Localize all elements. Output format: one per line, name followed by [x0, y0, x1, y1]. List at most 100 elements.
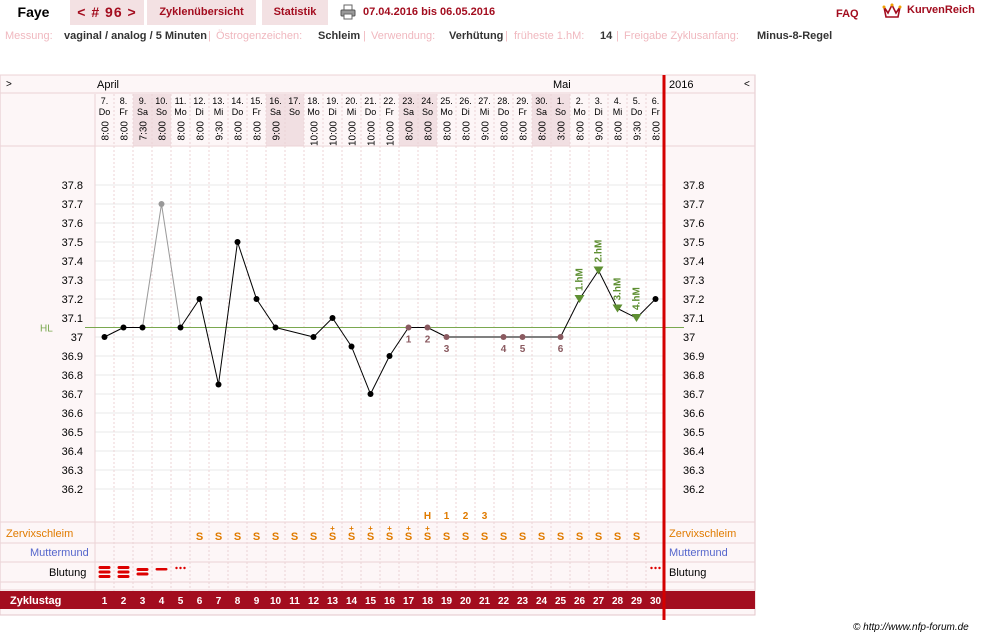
cycle-day-number: 17: [403, 596, 415, 607]
tab-cycle-overview[interactable]: Zyklenübersicht: [147, 0, 256, 25]
y-tick-label-left: 36.9: [62, 351, 83, 363]
y-tick-label-left: 37.5: [62, 237, 83, 249]
cycle-day-number: 7: [216, 596, 222, 607]
temperature-segment: [161, 203, 181, 328]
weekend-shade: [285, 94, 304, 146]
printer-icon[interactable]: [340, 4, 356, 20]
cycle-day-number: 30: [650, 596, 662, 607]
temperature-point: [386, 353, 393, 359]
faq-link[interactable]: FAQ: [836, 8, 859, 20]
mucus-symbol: S: [443, 531, 450, 543]
day-weekday: Do: [498, 107, 510, 117]
high-day-label: 1.hM: [575, 268, 586, 291]
plot-area: [95, 145, 665, 522]
mucus-symbol: S: [576, 531, 583, 543]
cycle-info-bar: Messung: vaginal / analog / 5 Minuten | …: [0, 30, 981, 44]
day-date: 26.: [459, 96, 472, 106]
temperature-point: [557, 334, 564, 340]
y-tick-label-right: 36.8: [683, 370, 704, 382]
day-time: 8:00: [120, 121, 131, 141]
day-weekday: Sa: [270, 107, 281, 117]
temperature-point: [253, 296, 260, 302]
day-weekday: Fr: [518, 107, 527, 117]
mucus-symbol: S: [557, 531, 564, 543]
mucus-plus-symbol: +: [387, 524, 392, 533]
temperature-chart: > <April Mai 20167.Do8:008.Fr8:009.Sa7:3010…: [0, 74, 756, 620]
temperature-segment: [275, 327, 314, 338]
mucus-symbol: S: [500, 531, 507, 543]
weekend-shade: [399, 94, 418, 146]
day-time: 9:00: [595, 121, 606, 141]
day-weekday: So: [289, 107, 300, 117]
y-tick-label-right: 37.6: [683, 218, 704, 230]
cycle-day-number: 24: [536, 596, 548, 607]
mucus-symbol: S: [633, 531, 640, 543]
mucus-plus-symbol: +: [368, 524, 373, 533]
day-weekday: So: [422, 107, 433, 117]
day-date: 16.: [269, 96, 282, 106]
day-weekday: Mo: [307, 107, 320, 117]
tab-statistics[interactable]: Statistik: [262, 0, 328, 25]
weekend-shade: [532, 94, 551, 146]
day-date: 6.: [652, 96, 660, 106]
mucus-symbol: S: [310, 531, 317, 543]
day-weekday: Di: [594, 107, 603, 117]
nav-next-button[interactable]: <: [744, 79, 750, 90]
day-time: 8:00: [196, 121, 207, 141]
temperature-point: [367, 391, 374, 397]
peak-marker: 1: [444, 511, 450, 522]
day-date: 25.: [440, 96, 453, 106]
day-date: 23.: [402, 96, 415, 106]
y-tick-label-left: 37.2: [62, 294, 83, 306]
y-tick-label-left: 37.3: [62, 275, 83, 287]
temperature-point: [424, 324, 431, 331]
day-time: 8:00: [101, 121, 112, 141]
temperature-point: [234, 239, 241, 245]
bleeding-marker-light: [155, 568, 168, 571]
cycle-day-number: 18: [422, 596, 434, 607]
bleeding-marker-heavy: [117, 566, 130, 578]
cycle-day-number: 29: [631, 596, 643, 607]
nav-previous-button[interactable]: >: [6, 79, 12, 90]
usage-value: Verhütung: [449, 30, 504, 42]
mucus-row-label: Zervixschleim: [6, 528, 73, 540]
low-day-number: 2: [425, 335, 431, 346]
cycle-day-number: 28: [612, 596, 624, 607]
y-tick-label-left: 36.6: [62, 408, 83, 420]
y-tick-label-left: 36.5: [62, 427, 83, 439]
y-tick-label-right: 36.9: [683, 351, 704, 363]
brand-name[interactable]: KurvenReich: [907, 4, 975, 16]
y-tick-label-right: 37.2: [683, 294, 704, 306]
earliest-value: 14: [600, 30, 613, 42]
weekend-shade: [551, 94, 570, 146]
y-tick-label-right: 36.5: [683, 427, 704, 439]
separator: |: [505, 30, 508, 42]
cycle-day-number: 13: [327, 596, 339, 607]
day-date: 20.: [345, 96, 358, 106]
day-weekday: So: [555, 107, 566, 117]
day-time: 8:00: [500, 121, 511, 141]
bleeding-marker-heavy: [98, 566, 111, 578]
usage-label: Verwendung:: [371, 30, 436, 42]
mucus-symbol: S: [196, 531, 203, 543]
y-tick-label-right: 37.1: [683, 313, 704, 325]
day-weekday: Mo: [573, 107, 586, 117]
day-weekday: Do: [99, 107, 111, 117]
day-weekday: So: [156, 107, 167, 117]
temperature-point: [652, 296, 659, 302]
high-day-label: 4.hM: [632, 287, 643, 310]
y-tick-label-right: 37.4: [683, 256, 704, 268]
day-date: 11.: [175, 96, 187, 106]
cycle-day-number: 4: [159, 596, 165, 607]
temperature-point: [272, 324, 279, 331]
day-weekday: Fr: [385, 107, 394, 117]
peak-marker: 2: [463, 511, 469, 522]
day-date: 19.: [326, 96, 339, 106]
day-weekday: Do: [365, 107, 377, 117]
cycle-number-nav[interactable]: < # 96 >: [70, 0, 144, 25]
temperature-segment: [370, 355, 390, 395]
temperature-point: [215, 381, 222, 388]
day-weekday: Di: [461, 107, 470, 117]
month-label: April: [97, 79, 119, 91]
earliest-label: früheste 1.hM:: [514, 30, 585, 42]
